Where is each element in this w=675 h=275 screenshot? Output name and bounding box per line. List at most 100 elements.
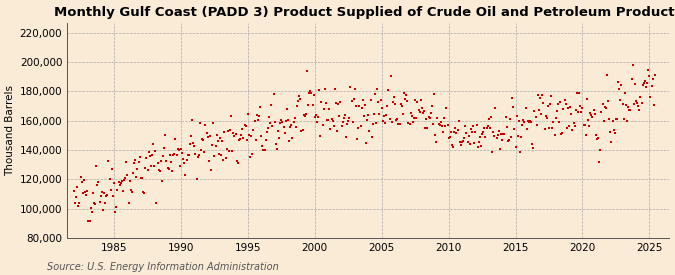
Point — [267, 123, 278, 128]
Point — [637, 82, 648, 87]
Point — [196, 137, 207, 141]
Point — [283, 118, 294, 122]
Point — [88, 200, 99, 205]
Point — [437, 124, 448, 128]
Point — [115, 181, 126, 186]
Point — [553, 102, 564, 106]
Point — [300, 112, 311, 116]
Point — [265, 121, 275, 125]
Point — [481, 126, 492, 130]
Point — [490, 106, 501, 110]
Point — [309, 115, 320, 119]
Point — [466, 127, 477, 132]
Point — [222, 129, 233, 134]
Point — [641, 84, 651, 89]
Point — [190, 152, 201, 156]
Point — [76, 180, 87, 184]
Point — [344, 116, 355, 121]
Point — [591, 133, 601, 137]
Point — [74, 201, 85, 205]
Point — [176, 147, 186, 151]
Point — [213, 138, 223, 143]
Point — [543, 104, 554, 108]
Point — [610, 131, 620, 136]
Point — [163, 166, 174, 171]
Point — [136, 175, 146, 180]
Point — [576, 110, 587, 114]
Point — [618, 117, 629, 121]
Point — [342, 122, 352, 126]
Point — [244, 133, 254, 137]
Point — [350, 104, 361, 109]
Point — [562, 106, 573, 110]
Point — [374, 112, 385, 116]
Point — [365, 98, 376, 102]
Point — [219, 130, 230, 135]
Point — [189, 144, 200, 148]
Point — [132, 166, 143, 171]
Point — [220, 156, 231, 161]
Point — [165, 160, 176, 164]
Point — [295, 97, 306, 101]
Point — [475, 135, 485, 139]
Point — [302, 69, 313, 73]
Point — [157, 178, 167, 183]
Point — [389, 94, 400, 99]
Point — [528, 145, 539, 150]
Point — [549, 133, 560, 137]
Point — [646, 84, 657, 89]
Point — [246, 134, 256, 139]
Point — [444, 135, 455, 139]
Point — [340, 112, 350, 117]
Point — [630, 99, 641, 103]
Point — [480, 134, 491, 139]
Point — [495, 147, 506, 152]
Point — [209, 154, 220, 158]
Point — [81, 193, 92, 198]
Point — [216, 153, 227, 157]
Point — [449, 130, 460, 134]
Point — [582, 97, 593, 101]
Point — [642, 81, 653, 85]
Point — [242, 138, 252, 143]
Point — [304, 91, 315, 95]
Point — [545, 102, 556, 106]
Point — [126, 188, 136, 192]
Point — [615, 98, 626, 102]
Point — [360, 141, 371, 145]
Point — [236, 133, 246, 137]
Point — [232, 161, 243, 165]
Point — [588, 108, 599, 112]
Point — [288, 120, 299, 124]
Point — [111, 205, 122, 210]
Point — [546, 94, 557, 98]
Point — [524, 119, 535, 123]
Point — [322, 118, 333, 122]
Point — [408, 116, 419, 120]
Point — [556, 132, 567, 136]
Point — [306, 91, 317, 95]
Point — [287, 136, 298, 140]
Point — [146, 153, 157, 157]
Point — [131, 174, 142, 179]
Point — [429, 92, 439, 96]
Point — [535, 96, 545, 101]
Point — [599, 104, 610, 109]
Point — [456, 143, 466, 147]
Point — [456, 140, 467, 144]
Point — [160, 133, 171, 137]
Point — [237, 127, 248, 131]
Point — [130, 157, 140, 162]
Point — [86, 210, 97, 214]
Point — [350, 87, 360, 92]
Point — [290, 125, 301, 129]
Point — [499, 132, 510, 137]
Point — [221, 147, 232, 152]
Point — [367, 122, 378, 126]
Point — [331, 101, 342, 105]
Point — [261, 130, 272, 134]
Point — [173, 148, 184, 153]
Point — [107, 167, 117, 171]
Point — [169, 152, 180, 157]
Point — [439, 116, 450, 120]
